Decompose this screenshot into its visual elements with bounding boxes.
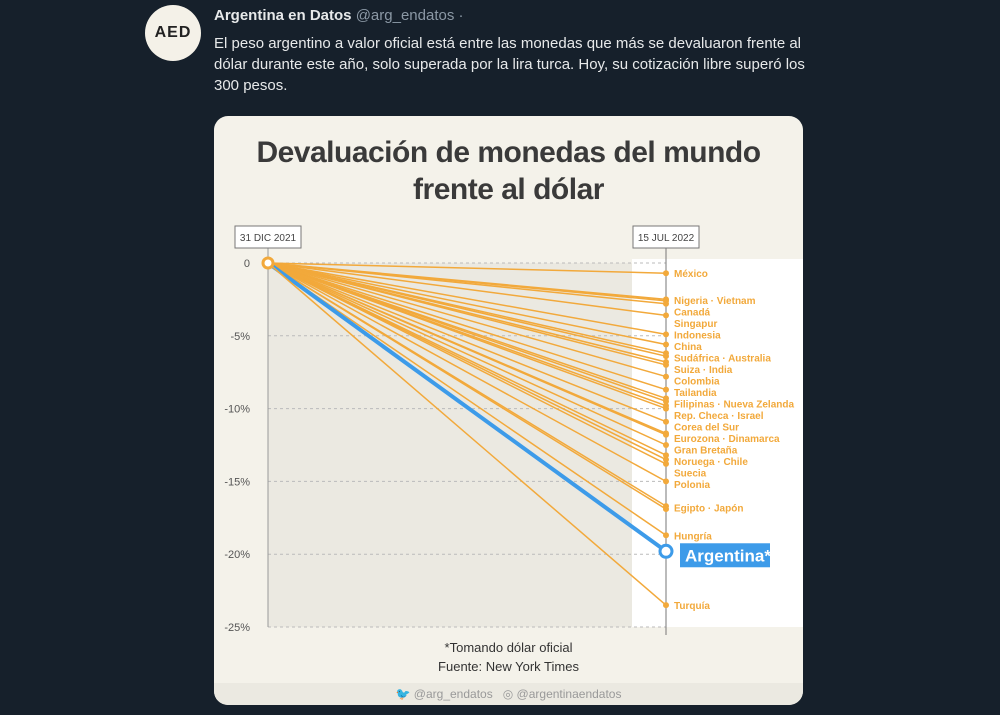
series-line	[267, 262, 667, 436]
date-box	[234, 225, 302, 249]
end-dot	[663, 532, 669, 539]
end-dot	[663, 331, 669, 338]
series-line	[267, 262, 667, 423]
instagram-icon: ◎	[502, 687, 514, 701]
footnote: *Tomando dólar oficial	[444, 640, 573, 655]
date-label: 31 DIC 2021	[240, 233, 297, 244]
end-dot	[663, 353, 669, 360]
end-dot	[663, 341, 669, 348]
series-line	[267, 262, 667, 465]
series-label: Sudáfrica · Australia	[674, 354, 771, 365]
series-line	[267, 262, 667, 446]
instagram-handle: @argentinaendatos	[516, 687, 622, 701]
series-label: China	[674, 342, 702, 353]
start-dot	[261, 256, 275, 270]
twitter-handle: @arg_endatos	[413, 687, 493, 701]
y-tick-label: -10%	[224, 404, 250, 416]
date-box	[632, 225, 700, 249]
series-line	[267, 262, 667, 378]
series-line	[267, 262, 667, 606]
tweet-text: El peso argentino a valor oficial está e…	[214, 35, 805, 94]
end-dot	[663, 386, 669, 393]
series-line	[267, 262, 667, 317]
plot-shade	[268, 263, 632, 627]
y-tick-label: -20%	[224, 549, 250, 561]
series-label: Noruega · Chile	[674, 457, 748, 468]
tweet-header: Argentina en Datos @arg_endatos ·	[214, 7, 464, 24]
end-dot	[663, 452, 669, 459]
y-tick-label: -15%	[224, 476, 250, 488]
series-label: Eurozona · Dinamarca	[674, 434, 780, 445]
end-dot	[663, 312, 669, 319]
end-dot	[663, 398, 669, 405]
author-name[interactable]: Argentina en Datos	[214, 7, 352, 24]
end-dot	[663, 270, 669, 277]
chart-title: Devaluación de monedas del mundo frente …	[256, 136, 761, 206]
series-label: Suecia	[674, 469, 707, 480]
tweet-image-chart[interactable]: Devaluación de monedas del mundo frente …	[214, 116, 803, 705]
series-label: Rep. Checa · Israel	[674, 411, 764, 422]
series-label: Suiza · India	[674, 365, 733, 376]
argentina-label-bg	[680, 543, 770, 568]
series-line	[267, 262, 667, 305]
series-label: Polonia	[674, 480, 711, 491]
series-line	[267, 262, 667, 410]
source: Fuente: New York Times	[438, 659, 579, 674]
series-line	[267, 262, 667, 357]
y-tick-label: -25%	[224, 622, 250, 634]
series-label: Tailandia	[674, 388, 717, 399]
separator: ·	[458, 7, 464, 24]
series-line	[267, 262, 667, 366]
end-dot	[663, 460, 669, 467]
series-line	[267, 262, 667, 391]
series-label: Filipinas · Nueva Zelanda	[674, 400, 794, 411]
series-label: México	[674, 269, 708, 280]
end-dot	[663, 456, 669, 463]
series-label: Egipto · Japón	[674, 504, 743, 515]
series-label: Hungría	[674, 531, 712, 542]
date-label: 15 JUL 2022	[638, 233, 695, 244]
end-dot	[663, 361, 669, 368]
series-label: Colombia	[674, 377, 720, 388]
series-line	[267, 262, 667, 510]
series-line	[267, 262, 667, 483]
end-dot	[663, 373, 669, 380]
series-label: Singapur	[674, 319, 717, 330]
end-dot	[663, 418, 669, 425]
twitter-icon: 🐦	[395, 687, 411, 701]
series-line	[267, 262, 667, 274]
series-line	[267, 262, 667, 536]
end-dot	[663, 442, 669, 448]
end-dot	[663, 300, 669, 307]
argentina-dot	[658, 543, 674, 559]
end-dot	[663, 602, 669, 609]
series-label: Indonesia	[674, 331, 721, 342]
y-tick-label: 0	[244, 258, 250, 270]
series-line	[267, 262, 667, 346]
social-footer: 🐦 @arg_endatos ◎ @argentinaendatos	[214, 683, 803, 705]
series-label: Nigeria · Vietnam	[674, 296, 756, 307]
series-label: Corea del Sur	[674, 423, 739, 434]
series-label: Argentina*	[685, 546, 771, 565]
series-line	[267, 262, 667, 336]
series-label: Turquía	[674, 601, 710, 612]
end-dot	[663, 506, 669, 513]
series-line	[266, 261, 668, 553]
end-dot	[663, 478, 669, 485]
author-handle[interactable]: @arg_endatos	[355, 7, 455, 24]
chart-svg: 0 -5% -10% -15% -20% -25% 31 DIC 2021 15 JUL 20…	[224, 225, 803, 635]
series-label: Canadá	[674, 308, 711, 319]
avatar[interactable]: AED	[145, 5, 201, 61]
series-label: Gran Bretaña	[674, 446, 738, 457]
end-dot	[663, 405, 669, 412]
end-dot	[663, 431, 669, 438]
y-tick-label: -5%	[230, 331, 250, 343]
